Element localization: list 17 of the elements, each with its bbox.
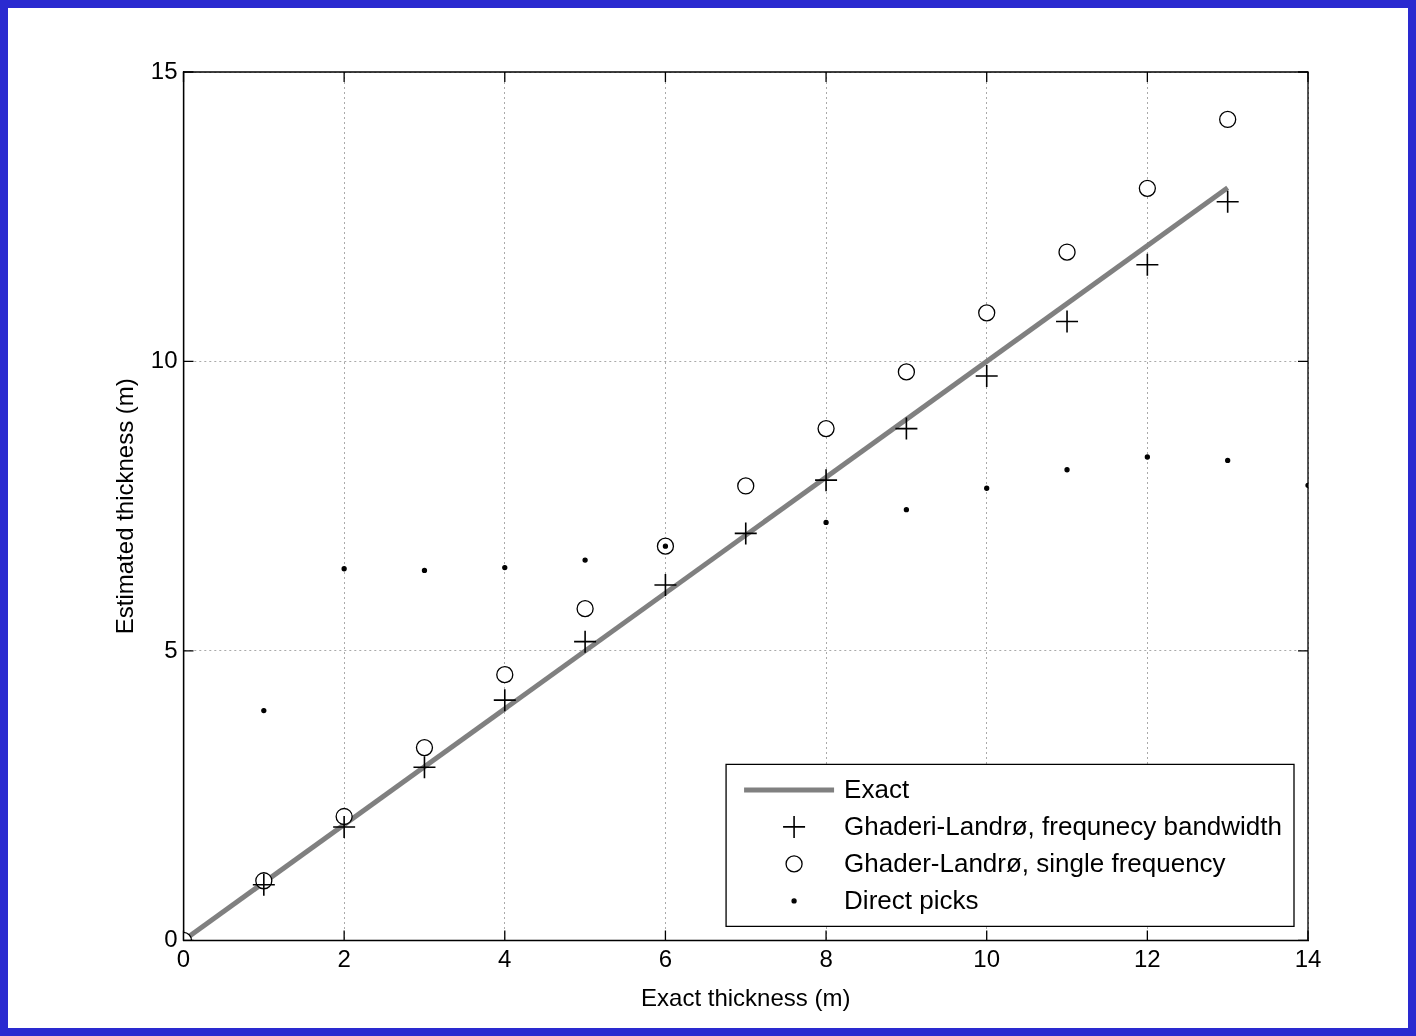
x-tick-label: 14 — [1294, 945, 1322, 973]
legend-label: Exact — [844, 774, 910, 805]
legend-label: Direct picks — [844, 885, 979, 916]
y-axis-title: Estimated thickness (m) — [111, 378, 139, 635]
x-tick-label: 4 — [498, 945, 512, 973]
x-tick-label: 10 — [973, 945, 1001, 973]
legend-label: Ghaderi-Landrø, frequnecy bandwidth — [844, 811, 1283, 842]
y-tick-label: 15 — [150, 56, 178, 84]
x-axis-title: Exact thickness (m) — [641, 984, 851, 1012]
y-tick-label: 10 — [150, 346, 178, 374]
y-tick-label: 0 — [164, 925, 178, 953]
y-tick-label: 5 — [164, 635, 178, 663]
x-tick-label: 8 — [819, 945, 833, 973]
x-tick-label: 6 — [658, 945, 673, 973]
legend-label: Ghader-Landrø, single frequency — [844, 848, 1226, 879]
x-tick-label: 2 — [337, 945, 351, 973]
x-tick-label: 12 — [1134, 945, 1161, 973]
